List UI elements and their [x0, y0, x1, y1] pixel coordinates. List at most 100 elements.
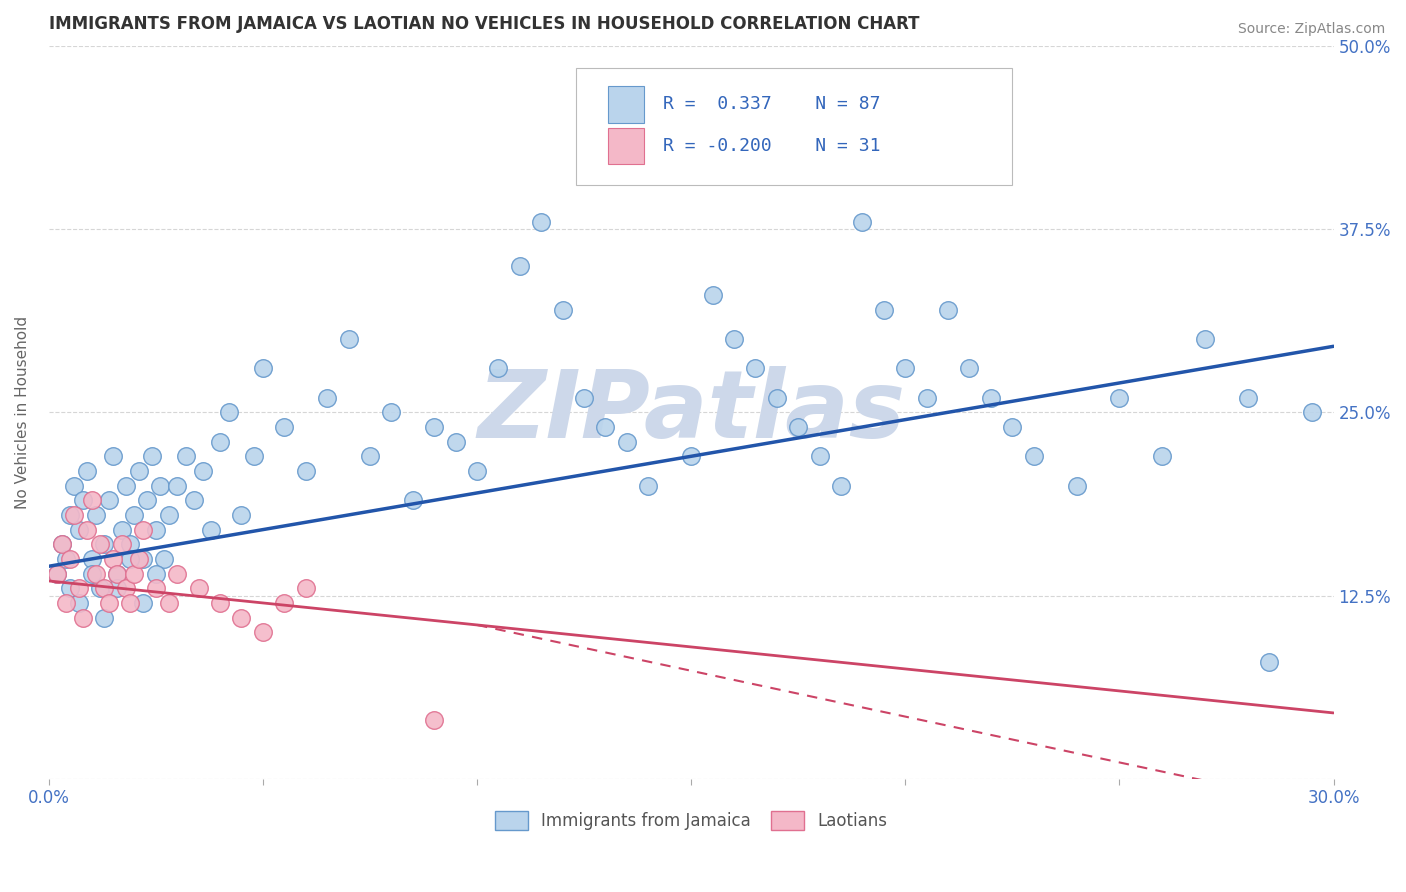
Point — [787, 420, 810, 434]
Point — [572, 391, 595, 405]
Point — [423, 420, 446, 434]
Point — [153, 552, 176, 566]
Point — [231, 610, 253, 624]
FancyBboxPatch shape — [575, 68, 1012, 185]
Point — [55, 596, 77, 610]
Point — [76, 464, 98, 478]
Point — [149, 478, 172, 492]
Point — [402, 493, 425, 508]
Point — [80, 552, 103, 566]
Point — [530, 214, 553, 228]
Point — [187, 581, 209, 595]
Point — [93, 537, 115, 551]
Point — [97, 493, 120, 508]
Point — [93, 610, 115, 624]
Point — [141, 450, 163, 464]
Legend: Immigrants from Jamaica, Laotians: Immigrants from Jamaica, Laotians — [488, 804, 894, 837]
Point — [273, 420, 295, 434]
Point — [105, 581, 128, 595]
Point — [80, 493, 103, 508]
Point — [51, 537, 73, 551]
Point — [1194, 332, 1216, 346]
Point — [59, 508, 82, 522]
Point — [124, 508, 146, 522]
Point — [59, 581, 82, 595]
Point — [252, 361, 274, 376]
Point — [183, 493, 205, 508]
Point — [1022, 450, 1045, 464]
Point — [132, 523, 155, 537]
Point — [97, 596, 120, 610]
Point — [1237, 391, 1260, 405]
Point — [509, 259, 531, 273]
Point — [808, 450, 831, 464]
Point — [84, 566, 107, 581]
Point — [93, 581, 115, 595]
Point — [132, 552, 155, 566]
Point — [72, 610, 94, 624]
Point — [89, 537, 111, 551]
Point — [616, 434, 638, 449]
Point — [46, 566, 69, 581]
Point — [595, 420, 617, 434]
Point — [851, 214, 873, 228]
Point — [67, 523, 90, 537]
Point — [89, 581, 111, 595]
Point — [67, 581, 90, 595]
Text: ZIPatlas: ZIPatlas — [477, 367, 905, 458]
Point — [830, 478, 852, 492]
Point — [765, 391, 787, 405]
Point — [316, 391, 339, 405]
Point — [63, 508, 86, 522]
Point — [120, 552, 142, 566]
Point — [128, 464, 150, 478]
Point — [105, 566, 128, 581]
Point — [551, 302, 574, 317]
Point — [1066, 478, 1088, 492]
Point — [157, 508, 180, 522]
Point — [980, 391, 1002, 405]
Point — [120, 537, 142, 551]
Point — [101, 552, 124, 566]
Point — [166, 478, 188, 492]
Y-axis label: No Vehicles in Household: No Vehicles in Household — [15, 316, 30, 508]
Point — [936, 302, 959, 317]
Point — [136, 493, 159, 508]
Point — [145, 581, 167, 595]
Point — [359, 450, 381, 464]
Point — [1258, 655, 1281, 669]
Point — [174, 450, 197, 464]
Point — [145, 566, 167, 581]
Point — [110, 523, 132, 537]
Point — [873, 302, 896, 317]
Point — [252, 625, 274, 640]
Point — [486, 361, 509, 376]
Point — [465, 464, 488, 478]
Point — [128, 552, 150, 566]
Point — [209, 434, 232, 449]
FancyBboxPatch shape — [607, 128, 644, 164]
Point — [294, 581, 316, 595]
Text: IMMIGRANTS FROM JAMAICA VS LAOTIAN NO VEHICLES IN HOUSEHOLD CORRELATION CHART: IMMIGRANTS FROM JAMAICA VS LAOTIAN NO VE… — [49, 15, 920, 33]
Point — [101, 450, 124, 464]
Point — [702, 288, 724, 302]
Point — [51, 537, 73, 551]
Point — [744, 361, 766, 376]
Point — [84, 508, 107, 522]
Point — [110, 537, 132, 551]
Point — [105, 566, 128, 581]
Point — [218, 405, 240, 419]
Point — [157, 596, 180, 610]
Point — [1001, 420, 1024, 434]
Point — [67, 596, 90, 610]
Text: R = -0.200    N = 31: R = -0.200 N = 31 — [662, 137, 880, 155]
Point — [231, 508, 253, 522]
Point — [209, 596, 232, 610]
Point — [959, 361, 981, 376]
Point — [380, 405, 402, 419]
Point — [637, 478, 659, 492]
Point — [294, 464, 316, 478]
Point — [423, 713, 446, 727]
Point — [723, 332, 745, 346]
Text: Source: ZipAtlas.com: Source: ZipAtlas.com — [1237, 22, 1385, 37]
